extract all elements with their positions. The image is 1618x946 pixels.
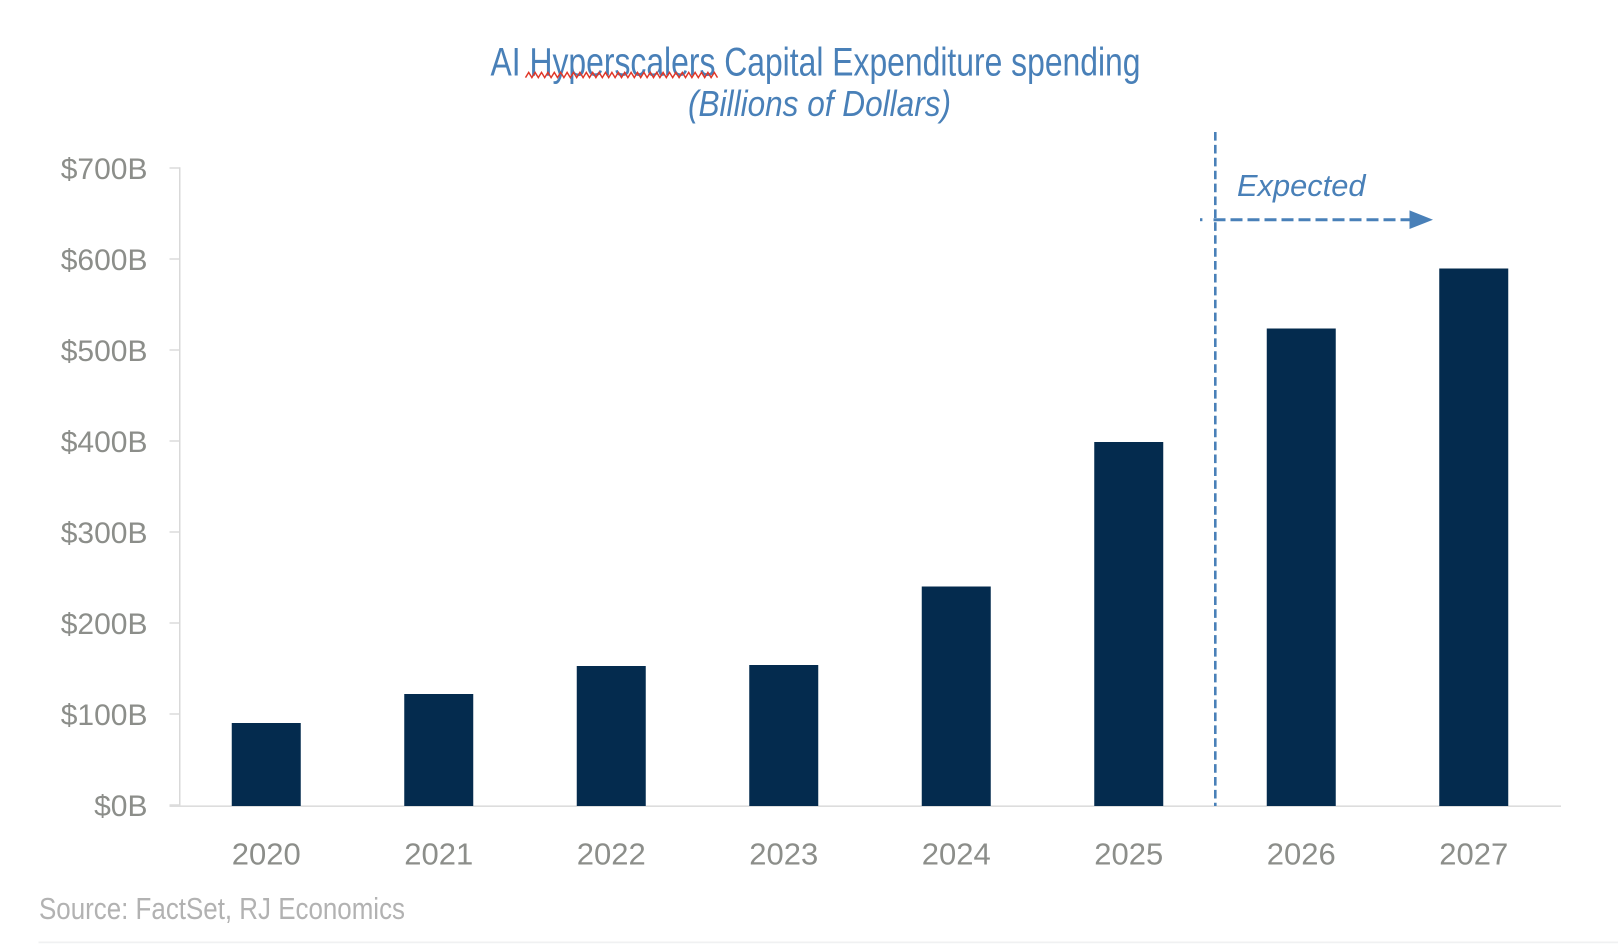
- svg-text:2025: 2025: [1094, 837, 1163, 872]
- svg-text:Source: FactSet, RJ Economics: Source: FactSet, RJ Economics: [39, 891, 405, 926]
- svg-text:2024: 2024: [922, 837, 991, 872]
- svg-text:(Billions of Dollars): (Billions of Dollars): [688, 83, 951, 124]
- svg-text:$0B: $0B: [94, 790, 147, 823]
- svg-text:2021: 2021: [404, 837, 473, 872]
- svg-text:$500B: $500B: [61, 335, 148, 368]
- svg-text:Expected: Expected: [1237, 169, 1367, 203]
- svg-text:2023: 2023: [749, 837, 818, 872]
- svg-text:$400B: $400B: [61, 426, 148, 459]
- svg-text:2026: 2026: [1267, 837, 1336, 872]
- svg-text:$600B: $600B: [61, 244, 148, 277]
- svg-text:$300B: $300B: [61, 517, 148, 550]
- svg-text:2020: 2020: [232, 837, 301, 872]
- svg-text:$200B: $200B: [61, 608, 148, 641]
- svg-text:2027: 2027: [1439, 837, 1508, 872]
- svg-text:2022: 2022: [577, 837, 646, 872]
- svg-text:AI Hyperscalers Capital Expend: AI Hyperscalers Capital Expenditure spen…: [491, 41, 1141, 85]
- svg-text:$700B: $700B: [61, 153, 148, 186]
- svg-text:$100B: $100B: [61, 699, 148, 732]
